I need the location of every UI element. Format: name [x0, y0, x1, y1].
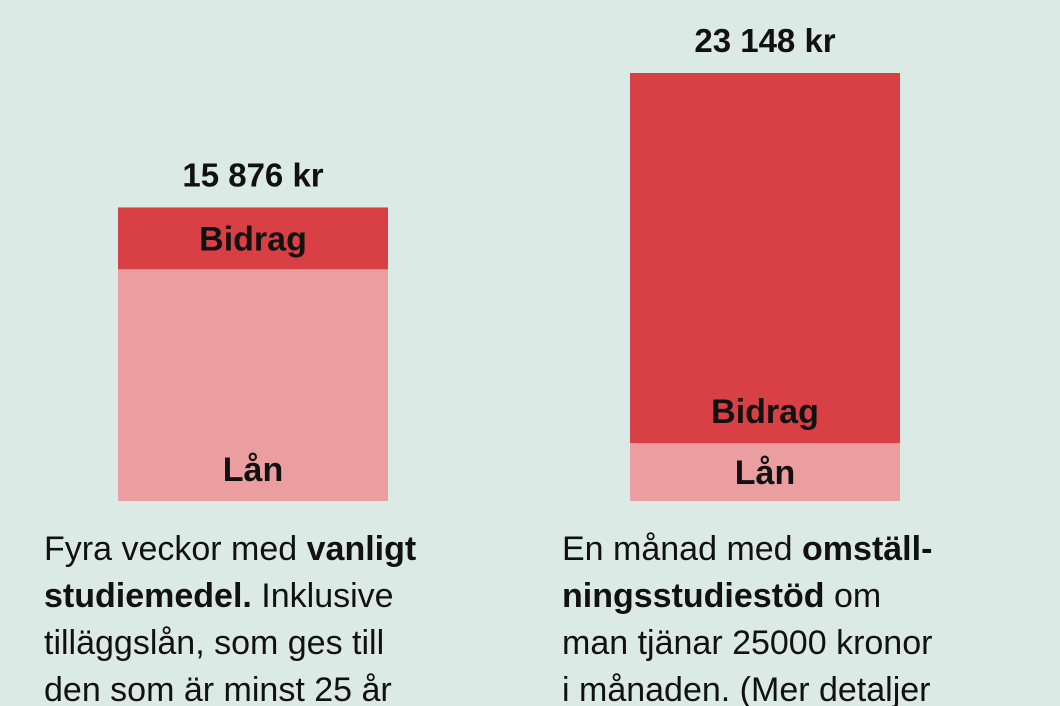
segment-label: Bidrag: [711, 393, 819, 431]
description-text: man tjänar 25000 kronor: [562, 624, 932, 662]
bar-segment: [630, 73, 900, 444]
description-text: Inklusive: [252, 577, 394, 615]
description-text: om: [825, 577, 882, 615]
description-text: i månaden. (Mer detaljer: [562, 671, 931, 706]
bar-segment: [630, 443, 900, 501]
description-bold: studiemedel.: [44, 577, 252, 615]
description-text: En månad med: [562, 530, 802, 568]
bar-segment: [118, 207, 388, 270]
description-line: man tjänar 25000 kronor: [562, 624, 932, 662]
description-line: i månaden. (Mer detaljer: [562, 671, 931, 706]
description-text: tilläggslån, som ges till: [44, 624, 384, 662]
description-line: tilläggslån, som ges till: [44, 624, 384, 662]
description-line: ningsstudiestöd om: [562, 577, 881, 615]
segment-label: Lån: [735, 454, 795, 492]
description-line: studiemedel. Inklusive: [44, 577, 394, 615]
description-bold: omställ-: [802, 530, 932, 568]
total-label: 15 876 kr: [182, 156, 323, 193]
description-line: En månad med omställ-: [562, 530, 932, 568]
description-line: Fyra veckor med vanligt: [44, 530, 416, 568]
description-bold: ningsstudiestöd: [562, 577, 825, 615]
segment-label: Lån: [223, 451, 283, 489]
total-label: 23 148 kr: [694, 22, 835, 59]
segment-label: Bidrag: [199, 220, 307, 258]
description-text: Fyra veckor med: [44, 530, 307, 568]
description-line: den som är minst 25 år: [44, 671, 392, 706]
bar-segment: [118, 269, 388, 501]
description-bold: vanligt: [307, 530, 417, 568]
description-text: den som är minst 25 år: [44, 671, 392, 706]
